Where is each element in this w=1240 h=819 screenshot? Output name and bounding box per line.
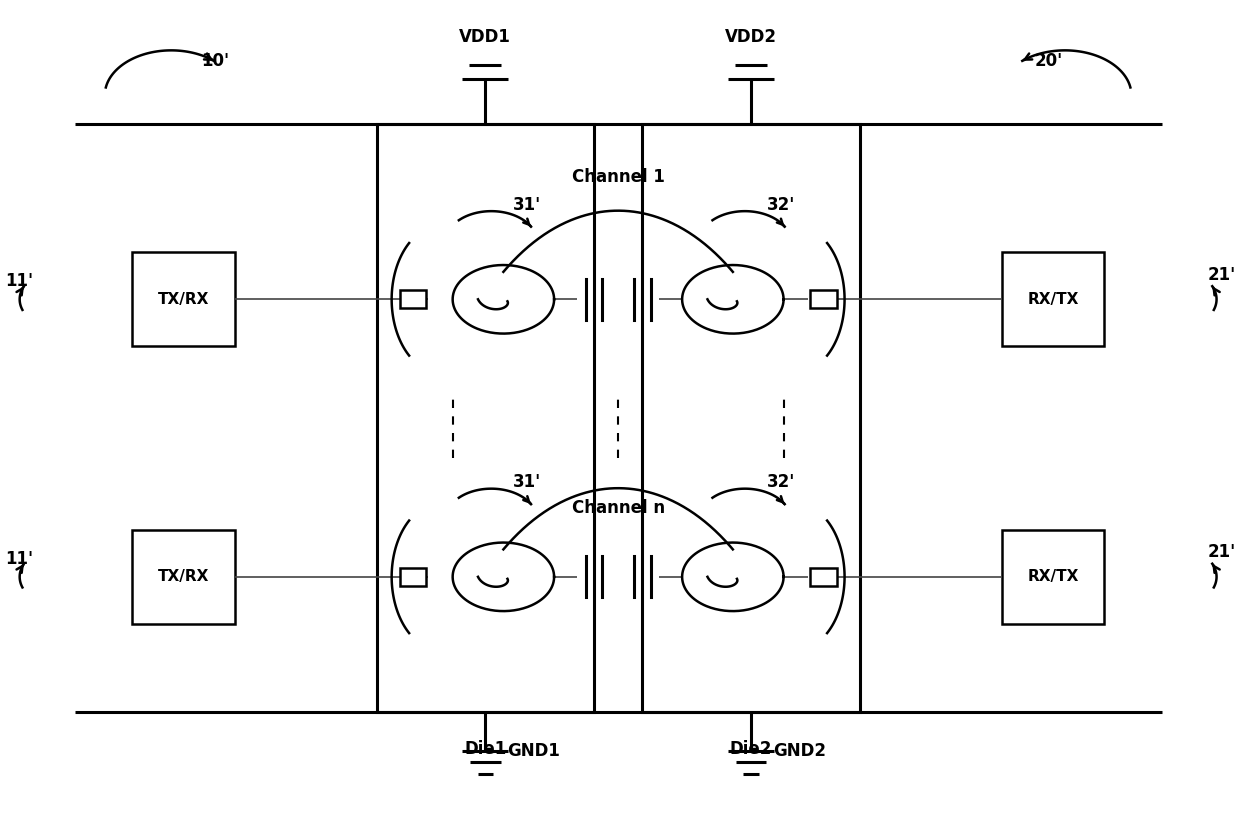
Text: 10': 10' (201, 52, 229, 70)
Bar (377, 124, 594, 712)
Text: VDD1: VDD1 (459, 29, 511, 47)
Bar (399, 290, 427, 308)
Text: Die2: Die2 (730, 740, 773, 758)
Text: GND2: GND2 (773, 742, 826, 760)
Text: 32': 32' (766, 473, 795, 491)
Text: TX/RX: TX/RX (157, 292, 210, 307)
Text: 11': 11' (5, 550, 33, 568)
Text: 21': 21' (1208, 543, 1235, 561)
Text: 31': 31' (513, 473, 542, 491)
Text: TX/RX: TX/RX (157, 569, 210, 584)
Text: RX/TX: RX/TX (1027, 292, 1079, 307)
Bar (131, 252, 234, 346)
Text: Channel 1: Channel 1 (572, 168, 665, 186)
Bar (1002, 530, 1105, 624)
Bar (399, 568, 427, 586)
Text: 32': 32' (766, 196, 795, 214)
Text: 21': 21' (1208, 266, 1235, 284)
Text: RX/TX: RX/TX (1027, 569, 1079, 584)
Bar (1002, 252, 1105, 346)
Text: GND1: GND1 (507, 742, 560, 760)
Text: 11': 11' (5, 272, 33, 290)
Bar (810, 290, 837, 308)
Text: 31': 31' (513, 196, 542, 214)
Text: Die1: Die1 (464, 740, 506, 758)
Bar (642, 124, 859, 712)
Bar (810, 568, 837, 586)
Text: Channel n: Channel n (572, 499, 665, 517)
Text: 20': 20' (1035, 52, 1063, 70)
Text: VDD2: VDD2 (725, 29, 777, 47)
Bar (131, 530, 234, 624)
